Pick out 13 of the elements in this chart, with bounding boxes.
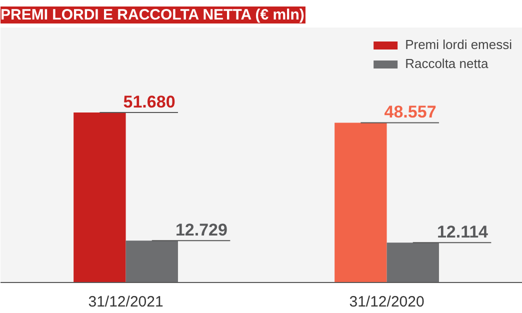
x-tick-label: 31/12/2020 xyxy=(349,294,424,310)
chart-title: PREMI LORDI E RACCOLTA NETTA (€ mln) xyxy=(0,6,304,24)
legend-label: Raccolta netta xyxy=(405,56,488,71)
data-label: 51.680 xyxy=(123,92,176,112)
bar xyxy=(334,122,387,282)
legend-label: Premi lordi emessi xyxy=(405,37,512,52)
x-tick-label: 31/12/2021 xyxy=(88,294,164,310)
data-label: 48.557 xyxy=(384,102,436,122)
data-label: 12.114 xyxy=(436,222,489,242)
data-label: 12.729 xyxy=(175,220,228,240)
bar xyxy=(74,112,126,282)
bar xyxy=(386,242,439,282)
bar xyxy=(126,240,178,282)
